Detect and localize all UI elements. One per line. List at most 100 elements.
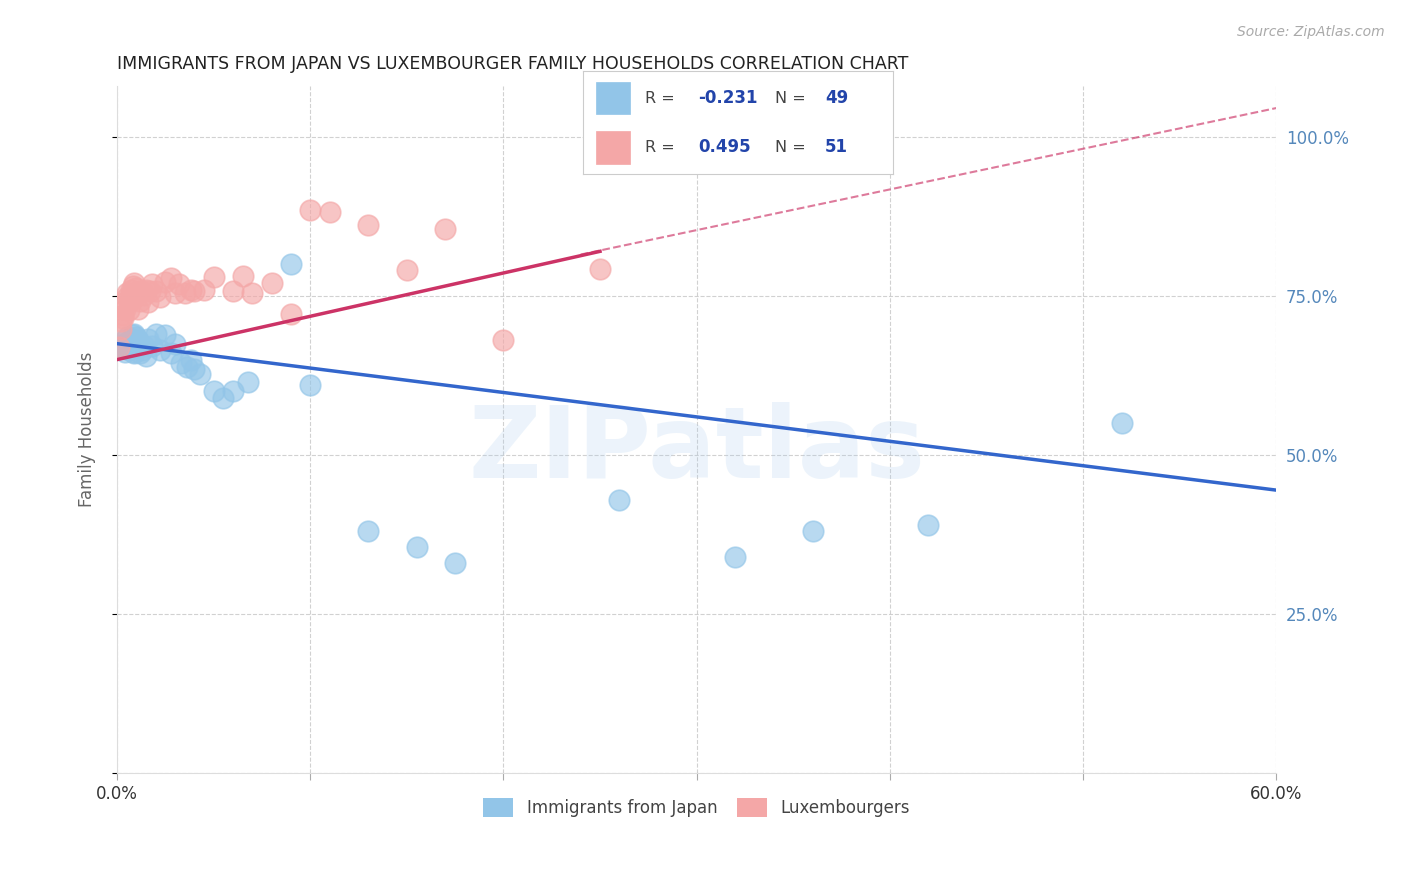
Text: ZIPatlas: ZIPatlas — [468, 401, 925, 499]
Text: R =: R = — [645, 140, 675, 155]
Point — [318, 205, 340, 219]
Point — [135, 283, 157, 297]
Point — [165, 336, 187, 351]
Point — [124, 289, 146, 303]
Point — [280, 257, 302, 271]
Point — [121, 328, 143, 343]
Point — [155, 328, 177, 343]
Point — [108, 340, 131, 354]
Point — [120, 332, 142, 346]
Text: 51: 51 — [825, 138, 848, 156]
Point — [134, 338, 156, 352]
Point — [115, 330, 138, 344]
Text: Source: ZipAtlas.com: Source: ZipAtlas.com — [1237, 25, 1385, 39]
Point — [118, 334, 141, 349]
Point — [183, 362, 205, 376]
Point — [160, 271, 183, 285]
Point — [222, 284, 245, 298]
Point — [121, 292, 143, 306]
Point — [238, 375, 260, 389]
Point — [115, 338, 138, 352]
Point — [176, 360, 198, 375]
Point — [183, 284, 205, 298]
Point — [145, 284, 167, 298]
Point — [395, 263, 418, 277]
Point — [110, 338, 132, 352]
Point — [149, 343, 172, 357]
Point — [724, 549, 747, 564]
Point — [299, 378, 322, 392]
Point — [118, 295, 141, 310]
Point — [120, 340, 142, 354]
Text: N =: N = — [775, 90, 806, 105]
Point — [135, 350, 157, 364]
Point — [155, 275, 177, 289]
Point — [280, 307, 302, 321]
Point — [917, 518, 939, 533]
Point — [127, 334, 149, 348]
Point — [131, 284, 153, 298]
Point — [115, 285, 138, 300]
Point — [129, 346, 152, 360]
Point — [111, 341, 134, 355]
Text: R =: R = — [645, 90, 675, 105]
Point — [108, 340, 131, 354]
Point — [125, 330, 148, 344]
Point — [136, 332, 159, 346]
Point — [139, 284, 162, 298]
Y-axis label: Family Households: Family Households — [79, 352, 96, 508]
Point — [114, 295, 136, 310]
Point — [782, 129, 804, 144]
Point — [188, 367, 211, 381]
Point — [114, 301, 136, 316]
Point — [193, 283, 215, 297]
Point — [131, 343, 153, 357]
Point — [121, 345, 143, 359]
Point — [222, 384, 245, 399]
Point — [115, 290, 138, 304]
Point — [111, 311, 134, 326]
Legend: Immigrants from Japan, Luxembourgers: Immigrants from Japan, Luxembourgers — [477, 791, 917, 823]
Point — [111, 308, 134, 322]
Point — [212, 391, 235, 405]
Point — [114, 345, 136, 359]
Point — [125, 281, 148, 295]
Point — [260, 276, 283, 290]
Point — [357, 524, 380, 539]
Point — [141, 277, 163, 292]
Point — [492, 334, 515, 348]
Point — [118, 302, 141, 317]
Point — [110, 314, 132, 328]
Point — [141, 338, 163, 352]
Point — [121, 279, 143, 293]
Point — [145, 327, 167, 342]
Text: N =: N = — [775, 140, 806, 155]
Point — [127, 301, 149, 316]
Point — [114, 334, 136, 348]
Point — [444, 557, 467, 571]
Point — [202, 384, 225, 399]
Point — [179, 352, 201, 367]
Point — [125, 285, 148, 300]
Point — [589, 262, 612, 277]
Point — [170, 356, 193, 370]
Point — [299, 202, 322, 217]
Point — [240, 285, 263, 300]
Point — [136, 295, 159, 310]
Point — [124, 276, 146, 290]
Point — [173, 285, 195, 300]
Bar — [596, 131, 630, 163]
Point — [129, 293, 152, 308]
Point — [120, 283, 142, 297]
Point — [124, 346, 146, 360]
Bar — [596, 81, 630, 114]
Point — [134, 287, 156, 301]
Text: -0.231: -0.231 — [697, 89, 758, 107]
Point — [149, 290, 172, 304]
Text: IMMIGRANTS FROM JAPAN VS LUXEMBOURGER FAMILY HOUSEHOLDS CORRELATION CHART: IMMIGRANTS FROM JAPAN VS LUXEMBOURGER FA… — [117, 55, 908, 73]
Point — [357, 218, 380, 232]
Point — [801, 524, 824, 539]
Point — [232, 268, 254, 283]
Point — [167, 277, 190, 292]
Text: 49: 49 — [825, 89, 848, 107]
